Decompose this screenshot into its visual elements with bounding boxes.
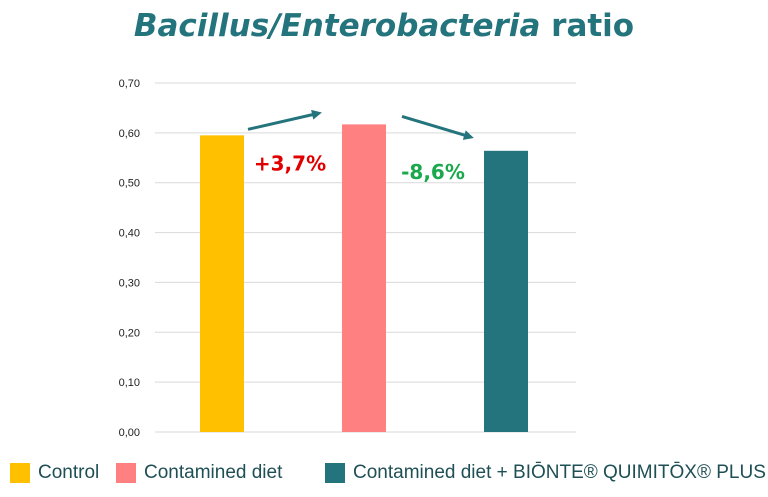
legend-label-contamined-diet-quimitox: Contamined diet + BIŌNTE® QUIMITŌX® PLUS xyxy=(353,462,766,483)
legend-swatch-contamined-diet xyxy=(116,463,136,483)
legend-item-contamined-diet: Contamined diet xyxy=(116,462,282,484)
increase-arrow xyxy=(247,109,322,131)
bar-1 xyxy=(200,135,244,432)
y-tick-label: 0,00 xyxy=(119,427,140,439)
y-axis: 0,00 0,10 0,20 0,30 0,40 0,50 0,60 0,70 xyxy=(119,78,140,439)
chart-title-italic: Bacillus/Enterobacteria xyxy=(133,8,541,44)
bar-3 xyxy=(484,150,528,432)
annotations: +3,7% -8,6% xyxy=(247,109,474,184)
y-tick-label: 0,20 xyxy=(119,327,140,339)
chart-title: Bacillus/Enterobacteria ratio xyxy=(0,8,768,44)
y-tick-label: 0,10 xyxy=(119,377,140,389)
legend-swatch-control xyxy=(10,463,30,483)
chart-title-rest: ratio xyxy=(551,8,635,44)
legend-label-contamined-diet: Contamined diet xyxy=(144,462,283,483)
decrease-arrow xyxy=(401,114,474,140)
bars xyxy=(200,124,528,432)
legend-swatch-contamined-diet-quimitox xyxy=(325,463,345,483)
bar-2 xyxy=(342,124,386,432)
legend-item-control: Control xyxy=(10,462,99,484)
y-tick-label: 0,30 xyxy=(119,277,140,289)
y-tick-label: 0,60 xyxy=(119,128,140,140)
annotation-2: -8,6% xyxy=(401,160,465,184)
annotation-1: +3,7% xyxy=(254,151,326,175)
y-tick-label: 0,50 xyxy=(119,178,140,190)
legend: Control Contamined diet Contamined diet … xyxy=(0,462,768,492)
legend-item-contamined-diet-quimitox: Contamined diet + BIŌNTE® QUIMITŌX® PLUS xyxy=(325,462,766,484)
y-tick-label: 0,70 xyxy=(119,78,140,90)
y-tick-label: 0,40 xyxy=(119,228,140,240)
legend-label-control: Control xyxy=(38,462,100,483)
